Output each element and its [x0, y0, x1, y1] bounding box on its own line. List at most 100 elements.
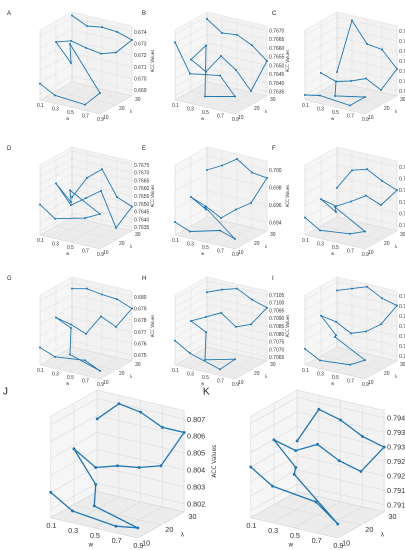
- y-tick-label: 30: [400, 232, 405, 238]
- z-tick-label: 0.7645: [269, 72, 285, 78]
- data-point: [251, 298, 253, 301]
- z-tick-label: 0.696: [269, 203, 282, 209]
- data-point: [366, 43, 368, 45]
- z-tick-label: 0.676: [134, 342, 147, 348]
- x-tick-label: 0.7: [347, 114, 354, 120]
- y-axis-title: λ: [130, 109, 133, 114]
- z-tick-label: 0.694: [269, 220, 282, 226]
- data-point: [70, 39, 72, 42]
- data-point: [235, 69, 237, 71]
- grid-line: [174, 190, 268, 209]
- grid-line: [304, 199, 398, 218]
- data-point: [234, 95, 236, 98]
- data-point: [94, 466, 98, 469]
- data-point: [351, 287, 353, 290]
- z-tick-label: 0.728: [399, 334, 405, 340]
- data-point: [381, 48, 383, 51]
- x-tick-label: 0.3: [52, 107, 59, 113]
- x-tick-label: 0.9: [232, 382, 239, 388]
- data-point: [334, 95, 336, 97]
- z-tick-label: 0.7660: [269, 46, 285, 52]
- data-point: [204, 358, 206, 361]
- data-point: [335, 320, 337, 323]
- grid-line: [174, 77, 268, 96]
- z-tick-label: 0.677: [134, 330, 147, 336]
- data-point: [294, 466, 298, 469]
- data-point: [85, 197, 87, 199]
- y-tick-label: 20: [384, 241, 390, 247]
- data-point: [54, 94, 56, 97]
- grid-line: [304, 76, 398, 96]
- data-point: [319, 359, 321, 362]
- x-tick-label: 0.7: [312, 536, 322, 545]
- panel-label: G: [7, 276, 12, 282]
- series-line: [174, 158, 268, 240]
- x-tick-label: 0.7: [82, 114, 89, 120]
- z-tick-label: 0.768: [399, 165, 405, 171]
- grid-line: [320, 156, 382, 241]
- series-line: [174, 288, 268, 370]
- z-tick-label: 0.804: [187, 466, 205, 475]
- grid-line: [50, 416, 138, 539]
- panel-label: A: [7, 11, 11, 17]
- data-point: [84, 359, 86, 362]
- z-tick-label: 0.7090: [269, 316, 285, 322]
- y-tick-label: 30: [400, 362, 405, 368]
- data-point: [234, 358, 236, 361]
- data-point: [319, 229, 321, 232]
- data-point: [349, 104, 351, 107]
- data-point: [100, 315, 102, 318]
- data-point: [220, 217, 222, 219]
- grid-line: [336, 277, 398, 362]
- y-tick-label: 20: [254, 241, 260, 247]
- z-tick-label: 0.788: [399, 49, 405, 55]
- data-point: [160, 425, 164, 429]
- x-tick-label: 0.9: [97, 117, 104, 123]
- grid-line: [39, 174, 133, 193]
- x-axis-title: w: [66, 381, 70, 386]
- data-point: [365, 77, 367, 80]
- data-point: [54, 355, 56, 358]
- panel-label: K: [203, 387, 210, 398]
- grid-line: [174, 327, 268, 346]
- data-point: [70, 201, 72, 204]
- y-tick-label: 30: [135, 97, 141, 103]
- data-point: [115, 226, 117, 229]
- z-tick-label: 0.802: [187, 499, 205, 508]
- data-point: [100, 189, 102, 192]
- data-point: [204, 95, 206, 98]
- x-tick-label: 0.5: [67, 375, 74, 381]
- data-point: [49, 490, 53, 494]
- grid-line: [304, 152, 398, 171]
- data-point: [174, 221, 176, 223]
- data-point: [70, 327, 72, 329]
- data-point: [365, 194, 367, 197]
- z-tick-label: 0.7100: [269, 301, 285, 307]
- data-point: [320, 72, 322, 74]
- grid-line: [304, 291, 398, 311]
- x-tick-label: 0.3: [68, 526, 78, 535]
- grid-line: [174, 30, 236, 115]
- x-tick-label: 0.1: [172, 368, 179, 374]
- data-point: [251, 44, 253, 47]
- x-tick-label: 0.1: [37, 238, 44, 244]
- grid-line: [39, 189, 133, 208]
- panel-J: 0.1 0.3 0.5 0.7 0.910 20 30 0.807 0.806 0.805 0.80…: [3, 387, 218, 550]
- z-tick-label: 0.698: [269, 185, 282, 191]
- grid-line: [50, 482, 185, 510]
- x-tick-label: 0.5: [67, 110, 74, 116]
- data-point: [314, 500, 318, 504]
- panel-label: H: [142, 276, 146, 282]
- x-tick-label: 0.5: [90, 531, 100, 540]
- z-axis-title: ACC Values: [150, 315, 155, 338]
- data-point: [85, 332, 87, 335]
- data-point: [95, 417, 99, 421]
- data-point: [380, 204, 382, 206]
- z-tick-label: 0.672: [134, 53, 147, 59]
- z-axis-title: ACC Values: [285, 315, 290, 338]
- x-tick-label: 0.5: [290, 531, 300, 540]
- x-tick-label: 0.7: [112, 536, 122, 545]
- data-point: [205, 315, 207, 318]
- y-tick-label: 20: [119, 106, 125, 112]
